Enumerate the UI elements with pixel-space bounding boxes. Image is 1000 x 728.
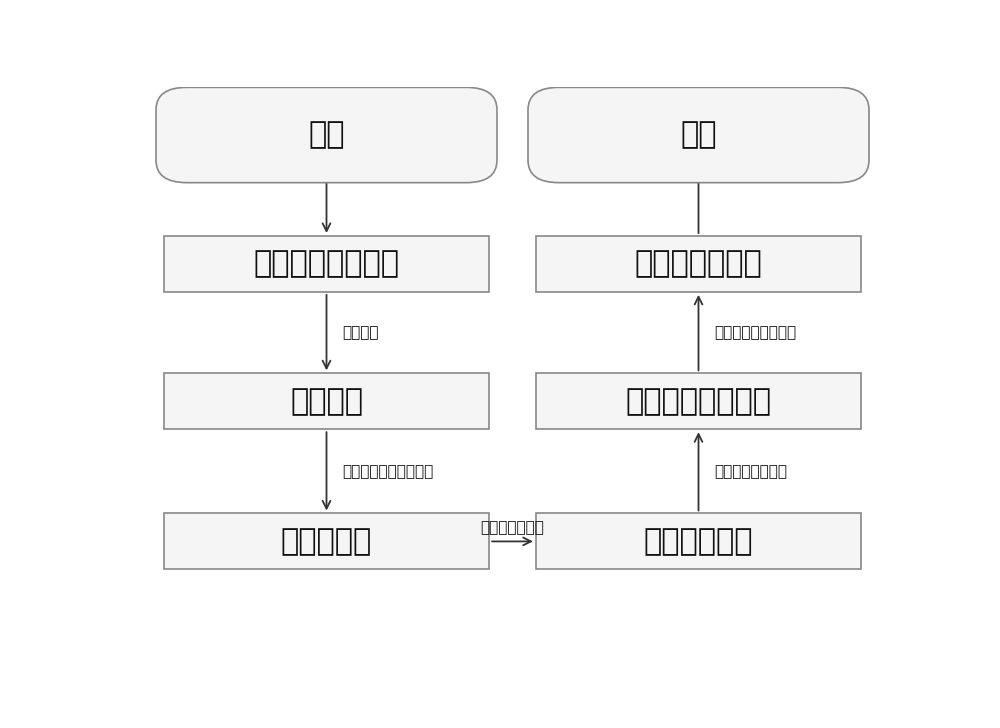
FancyBboxPatch shape [536,236,861,292]
Text: 本体设备状态变化: 本体设备状态变化 [254,250,400,278]
Text: 实时库数据同步: 实时库数据同步 [481,520,544,534]
Text: 设备状态更新服务: 设备状态更新服务 [626,387,772,416]
Text: 孪生体设备状态: 孪生体设备状态 [635,250,762,278]
Text: 获得设备实时数据: 获得设备实时数据 [714,464,787,479]
Text: 更新孪生体设备状态: 更新孪生体设备状态 [714,325,796,340]
Text: 终端上送: 终端上送 [342,325,378,340]
FancyBboxPatch shape [164,513,489,569]
Text: 四遥服务: 四遥服务 [290,387,363,416]
FancyBboxPatch shape [164,373,489,430]
FancyBboxPatch shape [164,236,489,292]
FancyBboxPatch shape [156,87,497,183]
Text: 保存设备实时状态数据: 保存设备实时状态数据 [342,464,433,479]
FancyBboxPatch shape [528,87,869,183]
Text: 孪生体实时库: 孪生体实时库 [644,527,753,556]
Text: 开始: 开始 [308,121,345,149]
Text: 本体实时库: 本体实时库 [281,527,372,556]
FancyBboxPatch shape [536,513,861,569]
Text: 结束: 结束 [680,121,717,149]
FancyBboxPatch shape [536,373,861,430]
